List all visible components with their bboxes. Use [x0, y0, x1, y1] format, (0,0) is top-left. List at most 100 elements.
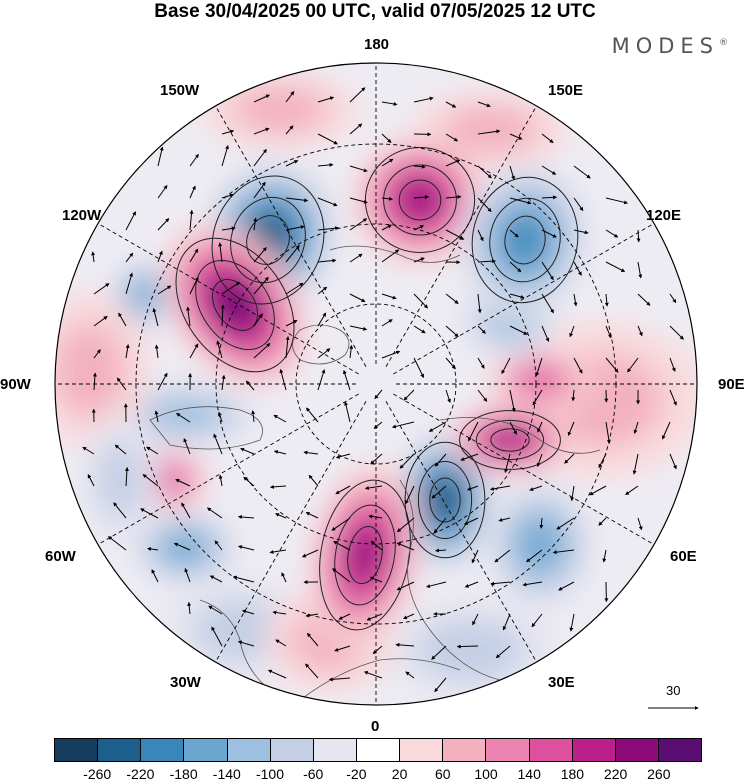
wind-arrow	[209, 575, 223, 583]
wind-arrow	[317, 162, 334, 167]
wind-arrow	[535, 357, 543, 377]
wind-arrow	[363, 671, 383, 679]
wind-arrow	[349, 253, 363, 263]
wind-arrow	[490, 581, 511, 586]
wind-arrow	[573, 357, 583, 374]
wind-arrow	[501, 357, 511, 375]
wind-arrow	[522, 581, 543, 587]
wind-arrow	[573, 197, 584, 212]
wind-arrow	[460, 453, 479, 461]
wind-arrow	[602, 549, 607, 563]
wind-arrow	[335, 453, 351, 459]
colorbar-tick-label: 140	[517, 766, 541, 782]
wind-arrow	[173, 542, 191, 551]
colorbar-tick-label: -260	[83, 766, 112, 782]
colorbar-swatch	[269, 739, 313, 761]
contour-line	[319, 479, 411, 631]
wind-arrow	[464, 581, 479, 588]
wind-arrow	[317, 226, 340, 231]
wind-arrow	[669, 389, 677, 406]
wind-arrow	[391, 421, 415, 429]
wind-arrow	[335, 485, 351, 495]
wind-arrow	[175, 479, 191, 487]
colorbar-swatch	[528, 739, 572, 761]
wind-arrow	[489, 485, 511, 491]
wind-arrow	[445, 293, 459, 304]
wind-arrow	[625, 485, 639, 496]
lon-label-150w: 150W	[160, 82, 200, 99]
wind-arrow	[435, 548, 447, 553]
colorbar-tick-label: -20	[346, 766, 367, 782]
wind-arrow	[146, 446, 159, 455]
wind-arrow	[349, 123, 363, 135]
wind-arrow	[477, 325, 486, 334]
colorbar-tick-label: 60	[435, 766, 451, 782]
wind-arrow	[220, 304, 225, 327]
wind-arrow	[605, 197, 629, 205]
wind-arrow	[471, 549, 479, 564]
wind-arrow	[445, 101, 457, 108]
wind-arrow	[253, 94, 270, 103]
wind-arrow	[124, 466, 129, 487]
wind-arrow	[477, 357, 485, 369]
wind-arrow	[241, 609, 255, 615]
wind-arrow	[573, 165, 591, 179]
lon-label-90e: 90E	[718, 376, 745, 393]
wind-arrow	[214, 540, 223, 551]
wind-arrow	[189, 185, 196, 199]
wind-arrow	[366, 613, 383, 621]
wind-arrow	[498, 517, 511, 522]
wind-arrow	[189, 248, 199, 263]
wind-arrow	[125, 252, 134, 263]
wind-arrow	[364, 485, 383, 490]
wind-arrow	[349, 87, 366, 103]
wind-arrow	[269, 549, 287, 554]
wind-arrow	[147, 547, 159, 551]
wind-arrow	[405, 485, 415, 505]
wind-arrow	[637, 293, 651, 306]
wind-arrow	[637, 517, 643, 531]
wind-arrow	[107, 536, 127, 551]
wind-arrow	[154, 344, 159, 359]
wind-arrow	[175, 413, 191, 423]
wind-arrow	[253, 217, 258, 231]
anomaly-patch	[193, 598, 287, 662]
meridian-line	[215, 105, 367, 367]
wind-arrow	[569, 325, 575, 338]
anomaly-field	[55, 71, 697, 702]
lon-label-120e: 120E	[646, 207, 682, 224]
contour-line	[347, 525, 383, 585]
lat-lon-grid	[55, 63, 697, 705]
wind-arrow	[477, 101, 491, 108]
positive-center-kamchatka	[404, 185, 436, 215]
wind-arrow	[218, 242, 223, 263]
wind-arrow	[332, 568, 351, 583]
wind-arrow	[636, 229, 641, 243]
reference-vector-label: 30	[666, 683, 681, 698]
wind-arrow	[669, 357, 676, 372]
lon-label-30w: 30W	[170, 674, 201, 691]
anomaly-patch	[521, 523, 559, 567]
wind-arrow	[477, 389, 488, 402]
wind-arrow	[221, 129, 235, 135]
lon-label-30e: 30E	[548, 674, 575, 691]
wind-arrow	[186, 306, 191, 327]
colorbar-swatch	[183, 739, 227, 761]
wind-arrow	[331, 517, 351, 531]
lon-label-120w: 120W	[62, 207, 102, 224]
wind-arrow	[605, 357, 619, 373]
wind-arrow	[253, 313, 263, 327]
wind-arrow	[531, 613, 543, 628]
wind-arrow	[92, 372, 97, 391]
contour-line	[471, 176, 579, 304]
colorbar-swatch	[657, 739, 702, 761]
wind-arrow	[368, 514, 383, 519]
contour-line	[398, 179, 442, 221]
colorbar-tick-label: -140	[212, 766, 241, 782]
wind-arrow	[567, 421, 575, 437]
wind-arrow	[237, 640, 255, 647]
wind-arrow	[605, 229, 619, 238]
wind-arrow	[317, 369, 326, 391]
wind-arrow	[564, 453, 575, 464]
